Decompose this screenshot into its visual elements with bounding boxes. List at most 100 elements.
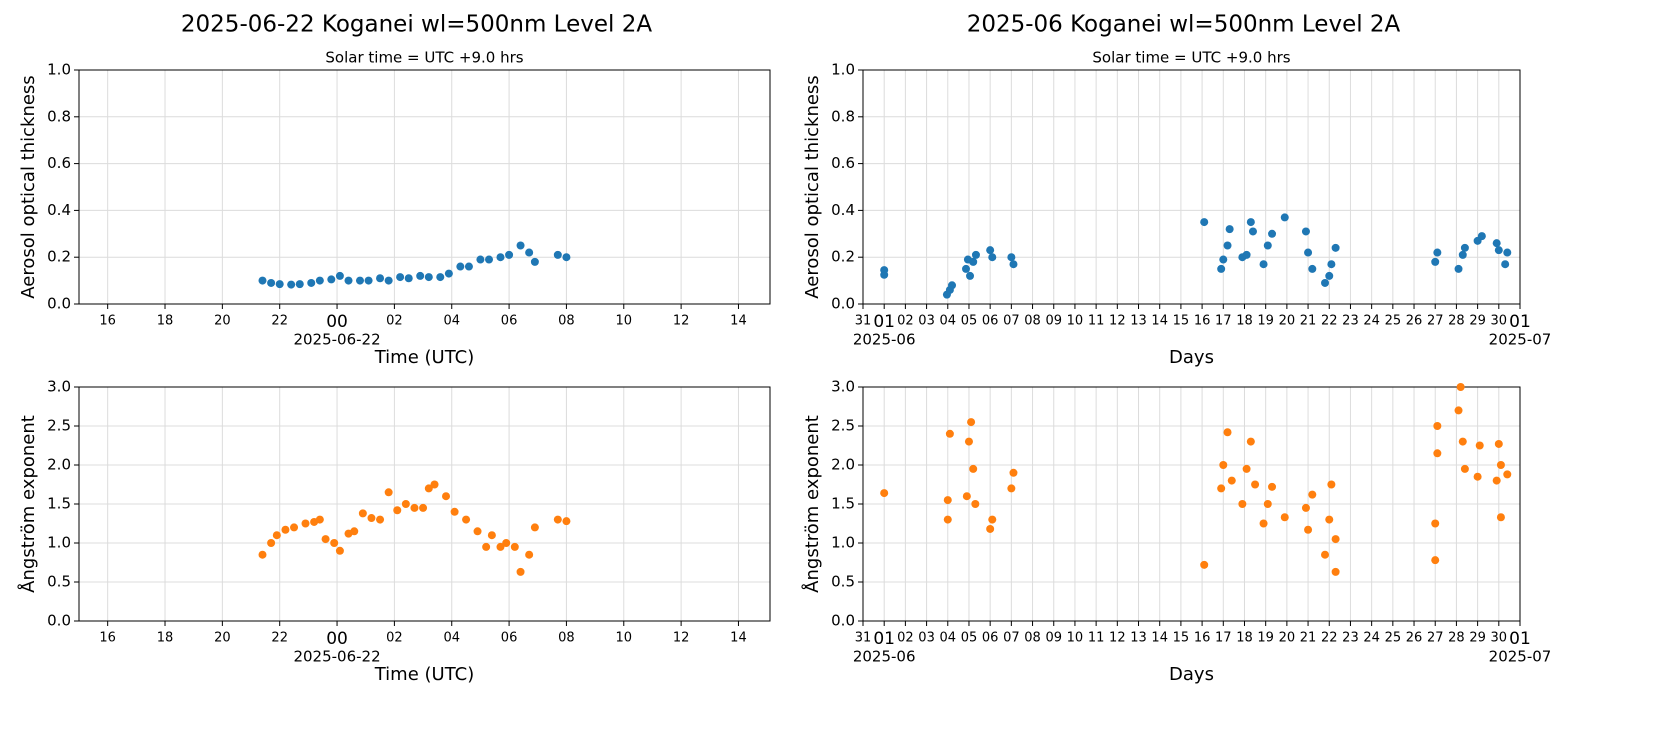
data-point bbox=[496, 542, 505, 551]
x-tick-label: 03 bbox=[918, 631, 935, 646]
x-tick-label: 27 bbox=[1427, 314, 1444, 329]
y-tick-label: 0.0 bbox=[831, 612, 855, 630]
data-point bbox=[1227, 476, 1236, 485]
data-point bbox=[1242, 464, 1251, 473]
x-tick-label: 12 bbox=[673, 314, 690, 329]
x-tick-label: 08 bbox=[558, 314, 575, 329]
x-tick-label: 14 bbox=[730, 631, 747, 646]
y-tick-label: 2.0 bbox=[831, 456, 855, 474]
data-point bbox=[1494, 246, 1503, 255]
x-tick-label: 22 bbox=[271, 631, 288, 646]
data-point bbox=[321, 535, 330, 544]
data-point bbox=[1259, 260, 1268, 269]
x-tick-label: 28 bbox=[1448, 314, 1465, 329]
data-point bbox=[516, 567, 525, 576]
x-tick-label: 16 bbox=[1194, 314, 1211, 329]
data-point bbox=[315, 515, 324, 524]
data-point bbox=[344, 276, 353, 285]
data-point bbox=[401, 500, 410, 508]
data-point bbox=[966, 271, 975, 280]
x-tick-label: 18 bbox=[157, 631, 174, 646]
data-point bbox=[510, 542, 519, 551]
data-point bbox=[1501, 260, 1510, 269]
data-point bbox=[1200, 560, 1209, 569]
data-point bbox=[1460, 464, 1469, 473]
data-point bbox=[444, 269, 453, 278]
x-axis-label: Days bbox=[1169, 664, 1214, 685]
data-point bbox=[964, 437, 973, 446]
y-tick-label: 3.0 bbox=[831, 378, 855, 396]
data-point bbox=[1304, 248, 1313, 257]
x-tick-label: 23 bbox=[1342, 631, 1359, 646]
x-tick-label: 29 bbox=[1469, 631, 1486, 646]
data-point bbox=[1251, 480, 1260, 489]
x-tick-label: 02 bbox=[386, 631, 403, 646]
x-tick-label: 21 bbox=[1300, 631, 1317, 646]
y-tick-label: 0.2 bbox=[831, 248, 855, 266]
data-point bbox=[1433, 422, 1442, 430]
plot-frame bbox=[78, 386, 771, 622]
data-point bbox=[516, 241, 525, 250]
x-date-label: 2025-07 bbox=[1489, 331, 1552, 349]
data-point bbox=[430, 480, 439, 489]
x-tick-label: 10 bbox=[615, 631, 632, 646]
x-tick-label: 26 bbox=[1406, 631, 1423, 646]
x-tick-label: 04 bbox=[443, 631, 460, 646]
data-point bbox=[410, 503, 419, 512]
x-tick-label: 12 bbox=[673, 631, 690, 646]
x-tick-label: 15 bbox=[1173, 631, 1190, 646]
x-tick-label: 25 bbox=[1385, 314, 1402, 329]
data-point bbox=[1238, 500, 1247, 508]
data-point bbox=[553, 515, 562, 524]
x-tick-label: 13 bbox=[1130, 631, 1147, 646]
data-point bbox=[1246, 437, 1255, 446]
x-tick-label: 23 bbox=[1342, 314, 1359, 329]
data-point bbox=[969, 464, 978, 473]
x-tick-label: 03 bbox=[918, 314, 935, 329]
x-tick-label: 26 bbox=[1406, 314, 1423, 329]
x-tick-label: 06 bbox=[501, 631, 518, 646]
data-point bbox=[487, 531, 496, 540]
y-tick-label: 1.5 bbox=[47, 495, 71, 513]
x-tick-label: 22 bbox=[271, 314, 288, 329]
data-point bbox=[1263, 500, 1272, 508]
x-tick-label: 16 bbox=[99, 631, 116, 646]
y-axis-label: Aerosol optical thickness bbox=[18, 75, 39, 298]
x-date-label: 2025-06 bbox=[853, 648, 916, 666]
x-tick-label: 10 bbox=[1067, 314, 1084, 329]
data-point bbox=[335, 271, 344, 280]
data-point bbox=[1219, 255, 1228, 264]
data-point bbox=[1308, 490, 1317, 499]
data-point bbox=[301, 519, 310, 528]
y-tick-label: 0.2 bbox=[47, 248, 71, 266]
x-axis-label: Days bbox=[1169, 347, 1214, 368]
data-point bbox=[485, 255, 494, 264]
y-tick-label: 1.0 bbox=[831, 534, 855, 552]
data-point bbox=[1331, 243, 1340, 252]
y-tick-label: 0.6 bbox=[831, 154, 855, 172]
plot-frame bbox=[862, 69, 1521, 305]
x-tick-label: 01 bbox=[1509, 312, 1531, 332]
data-point bbox=[1458, 437, 1467, 446]
y-tick-label: 0.6 bbox=[47, 154, 71, 172]
data-point bbox=[1325, 515, 1334, 524]
data-point bbox=[948, 281, 957, 290]
y-axis-label: Aerosol optical thickness bbox=[802, 75, 823, 298]
data-point bbox=[267, 539, 276, 547]
x-axis-label: Time (UTC) bbox=[374, 347, 475, 368]
data-point bbox=[1223, 241, 1232, 250]
data-point bbox=[482, 542, 491, 551]
data-point bbox=[1217, 264, 1226, 273]
x-tick-label: 30 bbox=[1491, 631, 1508, 646]
y-tick-label: 0.0 bbox=[831, 295, 855, 313]
data-point bbox=[986, 246, 995, 255]
y-tick-label: 1.0 bbox=[831, 61, 855, 79]
data-point bbox=[315, 276, 324, 285]
data-point bbox=[335, 546, 344, 555]
x-tick-label: 29 bbox=[1469, 314, 1486, 329]
data-point bbox=[287, 280, 296, 289]
y-tick-label: 1.5 bbox=[831, 495, 855, 513]
data-point bbox=[1268, 229, 1277, 238]
data-point bbox=[1009, 260, 1018, 269]
